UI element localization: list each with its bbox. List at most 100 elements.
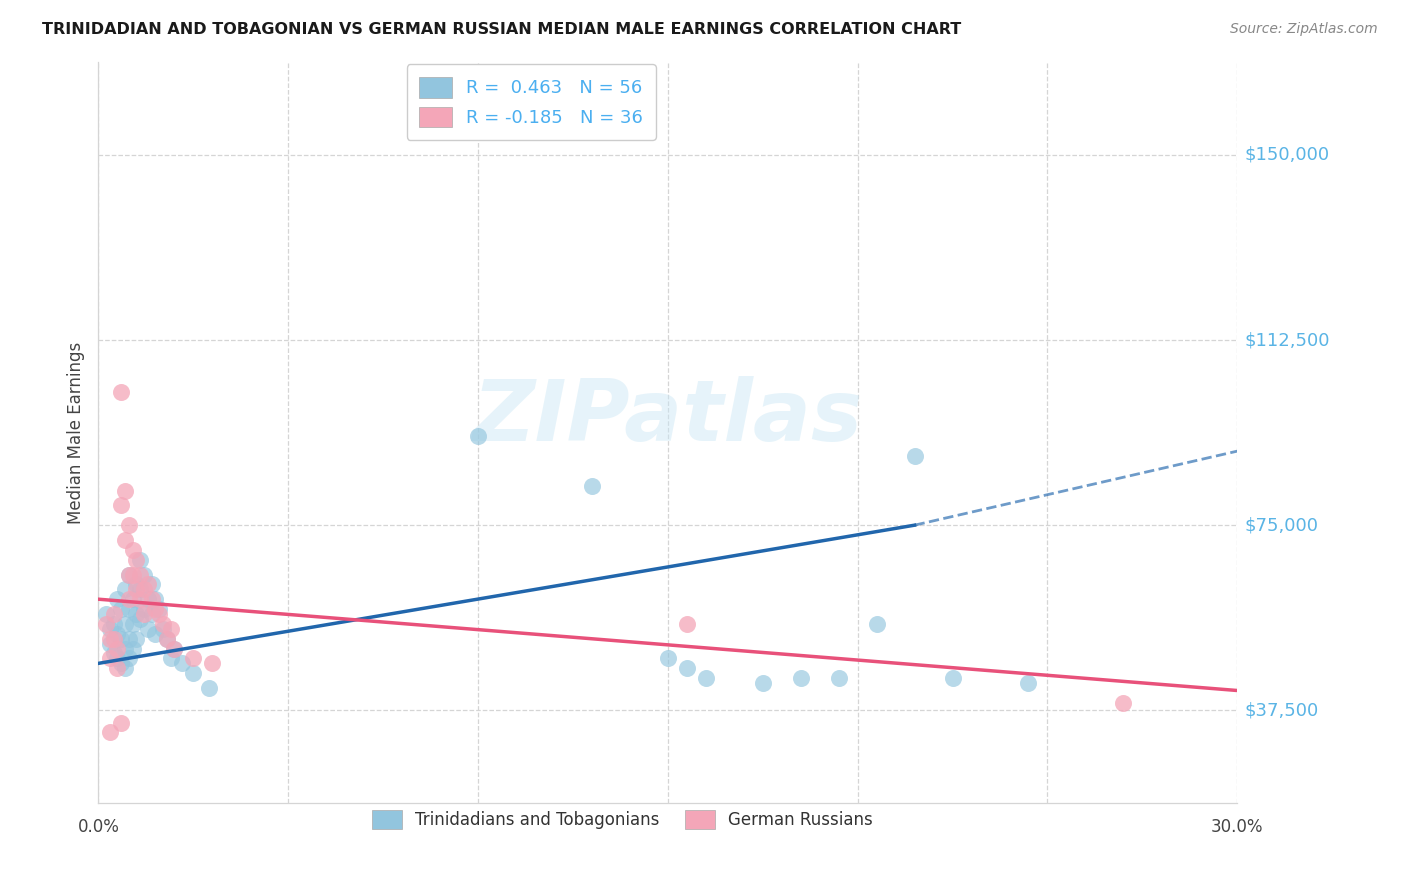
- Point: [942, 671, 965, 685]
- Point: [98, 651, 121, 665]
- Point: [136, 622, 159, 636]
- Point: [98, 637, 121, 651]
- Point: [125, 552, 148, 566]
- Legend: Trinidadians and Tobagonians, German Russians: Trinidadians and Tobagonians, German Rus…: [361, 799, 883, 838]
- Point: [110, 384, 132, 399]
- Point: [94, 616, 117, 631]
- Point: [581, 478, 603, 492]
- Point: [110, 602, 132, 616]
- Point: [121, 616, 143, 631]
- Point: [163, 641, 186, 656]
- Point: [125, 577, 148, 591]
- Point: [657, 651, 679, 665]
- Point: [1018, 676, 1040, 690]
- Point: [904, 449, 927, 463]
- Point: [129, 592, 152, 607]
- Point: [790, 671, 813, 685]
- Point: [1112, 696, 1135, 710]
- Point: [125, 582, 148, 597]
- Point: [676, 661, 699, 675]
- Point: [141, 577, 163, 591]
- Point: [114, 533, 136, 547]
- Y-axis label: Median Male Earnings: Median Male Earnings: [66, 342, 84, 524]
- Point: [110, 632, 132, 646]
- Point: [152, 622, 174, 636]
- Point: [132, 602, 155, 616]
- Text: ZIPatlas: ZIPatlas: [472, 376, 863, 459]
- Point: [114, 616, 136, 631]
- Point: [163, 641, 186, 656]
- Point: [107, 592, 129, 607]
- Point: [183, 666, 205, 681]
- Point: [145, 592, 167, 607]
- Text: 0.0%: 0.0%: [77, 818, 120, 836]
- Point: [170, 657, 193, 671]
- Point: [125, 632, 148, 646]
- Point: [98, 632, 121, 646]
- Point: [197, 681, 219, 695]
- Point: [132, 567, 155, 582]
- Point: [125, 607, 148, 621]
- Point: [107, 651, 129, 665]
- Point: [136, 592, 159, 607]
- Point: [118, 651, 141, 665]
- Point: [107, 641, 129, 656]
- Point: [141, 592, 163, 607]
- Point: [114, 661, 136, 675]
- Point: [118, 518, 141, 533]
- Point: [118, 602, 141, 616]
- Point: [118, 632, 141, 646]
- Point: [152, 616, 174, 631]
- Point: [148, 602, 170, 616]
- Point: [132, 582, 155, 597]
- Point: [103, 647, 125, 661]
- Point: [159, 622, 181, 636]
- Point: [114, 641, 136, 656]
- Point: [129, 612, 152, 626]
- Point: [676, 616, 699, 631]
- Text: TRINIDADIAN AND TOBAGONIAN VS GERMAN RUSSIAN MEDIAN MALE EARNINGS CORRELATION CH: TRINIDADIAN AND TOBAGONIAN VS GERMAN RUS…: [42, 22, 962, 37]
- Point: [107, 661, 129, 675]
- Point: [201, 657, 224, 671]
- Point: [121, 592, 143, 607]
- Point: [129, 552, 152, 566]
- Point: [114, 483, 136, 498]
- Point: [121, 567, 143, 582]
- Text: $112,500: $112,500: [1244, 331, 1330, 349]
- Point: [121, 641, 143, 656]
- Point: [145, 602, 167, 616]
- Point: [148, 607, 170, 621]
- Point: [866, 616, 889, 631]
- Point: [828, 671, 851, 685]
- Point: [107, 626, 129, 640]
- Point: [156, 632, 179, 646]
- Point: [183, 651, 205, 665]
- Point: [118, 567, 141, 582]
- Point: [94, 607, 117, 621]
- Point: [114, 582, 136, 597]
- Point: [695, 671, 717, 685]
- Point: [129, 567, 152, 582]
- Point: [110, 715, 132, 730]
- Point: [103, 607, 125, 621]
- Point: [467, 429, 489, 443]
- Point: [118, 567, 141, 582]
- Point: [103, 632, 125, 646]
- Point: [118, 592, 141, 607]
- Point: [103, 616, 125, 631]
- Point: [159, 651, 181, 665]
- Point: [145, 626, 167, 640]
- Text: $75,000: $75,000: [1244, 516, 1319, 534]
- Point: [129, 582, 152, 597]
- Point: [121, 542, 143, 557]
- Text: 30.0%: 30.0%: [1211, 818, 1264, 836]
- Point: [156, 632, 179, 646]
- Point: [98, 622, 121, 636]
- Point: [752, 676, 775, 690]
- Point: [110, 499, 132, 513]
- Point: [110, 657, 132, 671]
- Text: $150,000: $150,000: [1244, 146, 1330, 164]
- Text: $37,500: $37,500: [1244, 701, 1319, 719]
- Point: [141, 607, 163, 621]
- Point: [136, 577, 159, 591]
